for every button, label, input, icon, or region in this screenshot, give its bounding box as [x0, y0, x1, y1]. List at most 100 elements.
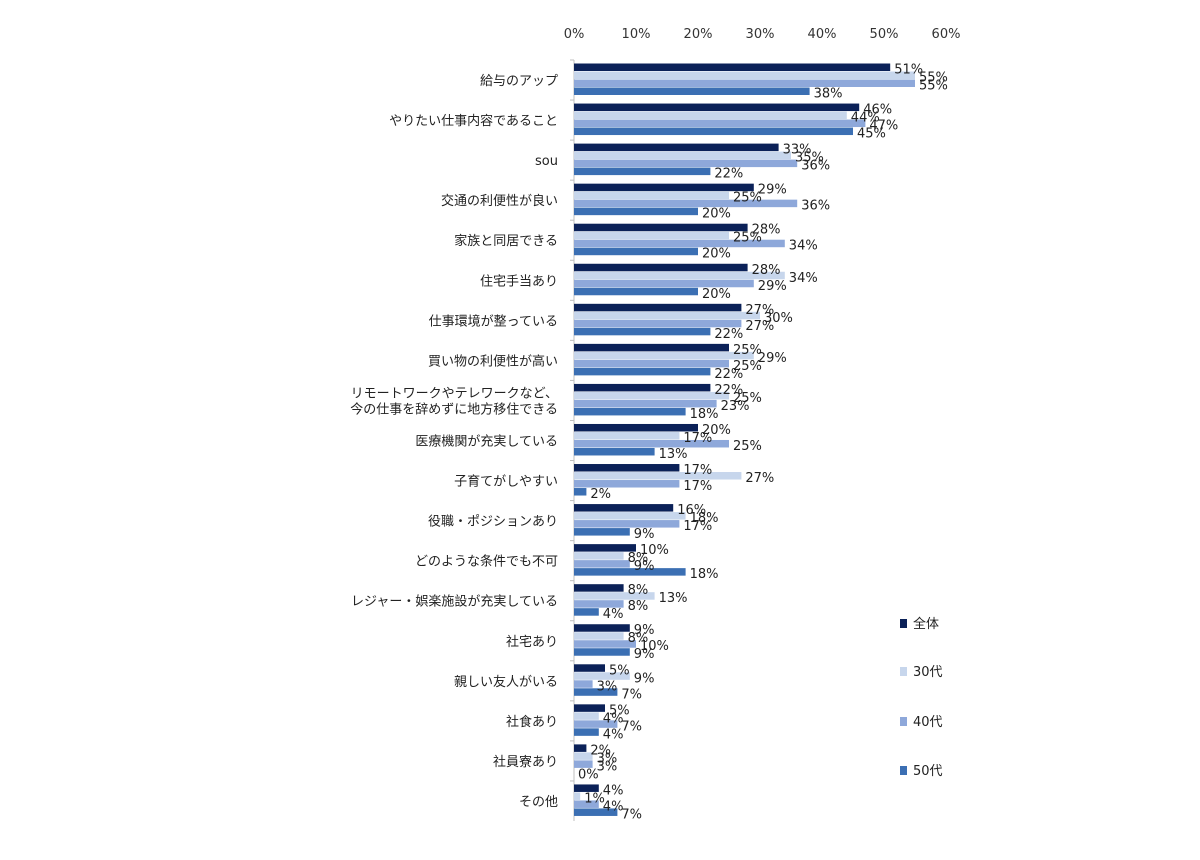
legend-swatch — [900, 667, 907, 676]
bar — [574, 311, 760, 320]
data-label: 44% — [851, 111, 880, 126]
bar — [574, 439, 729, 448]
legend-swatch — [900, 717, 907, 726]
x-tick-label: 60% — [932, 27, 961, 42]
category-label: 社食あり — [506, 714, 558, 730]
bar — [574, 488, 587, 496]
data-label: 25% — [733, 191, 762, 206]
legend-label: 全体 — [913, 616, 939, 632]
category-label: 医療機関が充実している — [415, 434, 558, 450]
bar — [574, 464, 680, 472]
bar — [574, 319, 742, 328]
data-label: 3% — [597, 759, 618, 774]
data-label: 5% — [609, 663, 630, 678]
bar — [574, 808, 618, 816]
category-label: やりたい仕事内容であること — [389, 113, 558, 129]
bar — [574, 760, 593, 768]
category-label: 住宅手当あり — [480, 274, 558, 289]
x-tick-label: 40% — [808, 27, 837, 42]
bar — [574, 199, 798, 208]
bar — [574, 480, 680, 488]
legend-label: 30代 — [913, 665, 943, 680]
bar — [574, 688, 618, 696]
data-label: 10% — [640, 543, 669, 558]
data-label: 34% — [789, 271, 818, 286]
data-label: 27% — [745, 471, 774, 486]
bar — [574, 143, 779, 152]
category-label: 交通の利便性が良い — [441, 193, 558, 209]
bar — [574, 704, 605, 712]
bar — [574, 712, 599, 720]
data-label: 22% — [714, 327, 743, 342]
data-label: 13% — [659, 447, 688, 462]
data-label: 2% — [590, 743, 611, 758]
bar — [574, 600, 624, 608]
category-label: 親しい友人がいる — [454, 674, 558, 690]
category-label: リモートワークやテレワークなど、 — [351, 386, 558, 401]
data-label: 9% — [634, 623, 655, 638]
data-label: 36% — [801, 159, 830, 174]
data-label: 8% — [628, 599, 649, 614]
category-label: 今の仕事を辞めずに地方移住できる — [350, 401, 558, 417]
data-label: 18% — [690, 511, 719, 526]
data-label: 20% — [702, 287, 731, 302]
data-label: 22% — [714, 167, 743, 182]
data-label: 17% — [683, 479, 712, 494]
bar — [574, 552, 624, 560]
legend-swatch — [900, 619, 907, 628]
data-label: 47% — [869, 119, 898, 134]
data-label: 51% — [894, 63, 923, 78]
data-label: 25% — [733, 343, 762, 358]
bar — [574, 303, 742, 312]
bar — [574, 167, 711, 176]
data-label: 27% — [745, 319, 774, 334]
data-label: 17% — [683, 519, 712, 534]
data-label: 3% — [597, 679, 618, 694]
category-label: 社員寮あり — [493, 754, 558, 770]
bar — [574, 648, 630, 656]
bar — [574, 608, 599, 616]
bar — [574, 327, 711, 336]
data-label: 4% — [603, 799, 624, 814]
category-label: 社宅あり — [506, 634, 558, 650]
x-tick-label: 50% — [870, 27, 899, 42]
category-label: 給与のアップ — [480, 74, 558, 89]
data-label: 36% — [801, 199, 830, 214]
x-tick-label: 20% — [684, 27, 713, 42]
data-label: 25% — [733, 231, 762, 246]
bar — [574, 231, 729, 240]
bar — [574, 103, 860, 112]
data-label: 18% — [690, 407, 719, 422]
data-label: 28% — [752, 263, 781, 278]
data-label: 4% — [603, 727, 624, 742]
bar — [574, 592, 655, 600]
bar — [574, 343, 729, 352]
category-label: どのような条件でも不可 — [415, 554, 558, 570]
bar — [574, 632, 624, 640]
data-label: 20% — [702, 423, 731, 438]
bar — [574, 159, 798, 168]
bar — [574, 127, 853, 136]
data-label: 17% — [683, 431, 712, 446]
data-label: 27% — [745, 303, 774, 318]
bar — [574, 544, 636, 552]
category-label: 役職・ポジションあり — [428, 515, 558, 530]
bar — [574, 423, 698, 432]
bar — [574, 359, 729, 368]
data-label: 30% — [764, 311, 793, 326]
bar — [574, 183, 754, 192]
bar — [574, 720, 618, 728]
bar — [574, 151, 791, 160]
bar — [574, 63, 891, 71]
category-label: 買い物の利便性が高い — [428, 353, 558, 369]
category-label: レジャー・娯楽施設が充実している — [351, 594, 558, 610]
data-label: 9% — [634, 647, 655, 662]
category-label: 家族と同居できる — [454, 233, 558, 249]
bar — [574, 271, 785, 280]
bar — [574, 223, 748, 232]
bar — [574, 528, 630, 536]
bar — [574, 111, 847, 120]
legend-label: 40代 — [913, 715, 943, 730]
data-label: 22% — [714, 383, 743, 398]
